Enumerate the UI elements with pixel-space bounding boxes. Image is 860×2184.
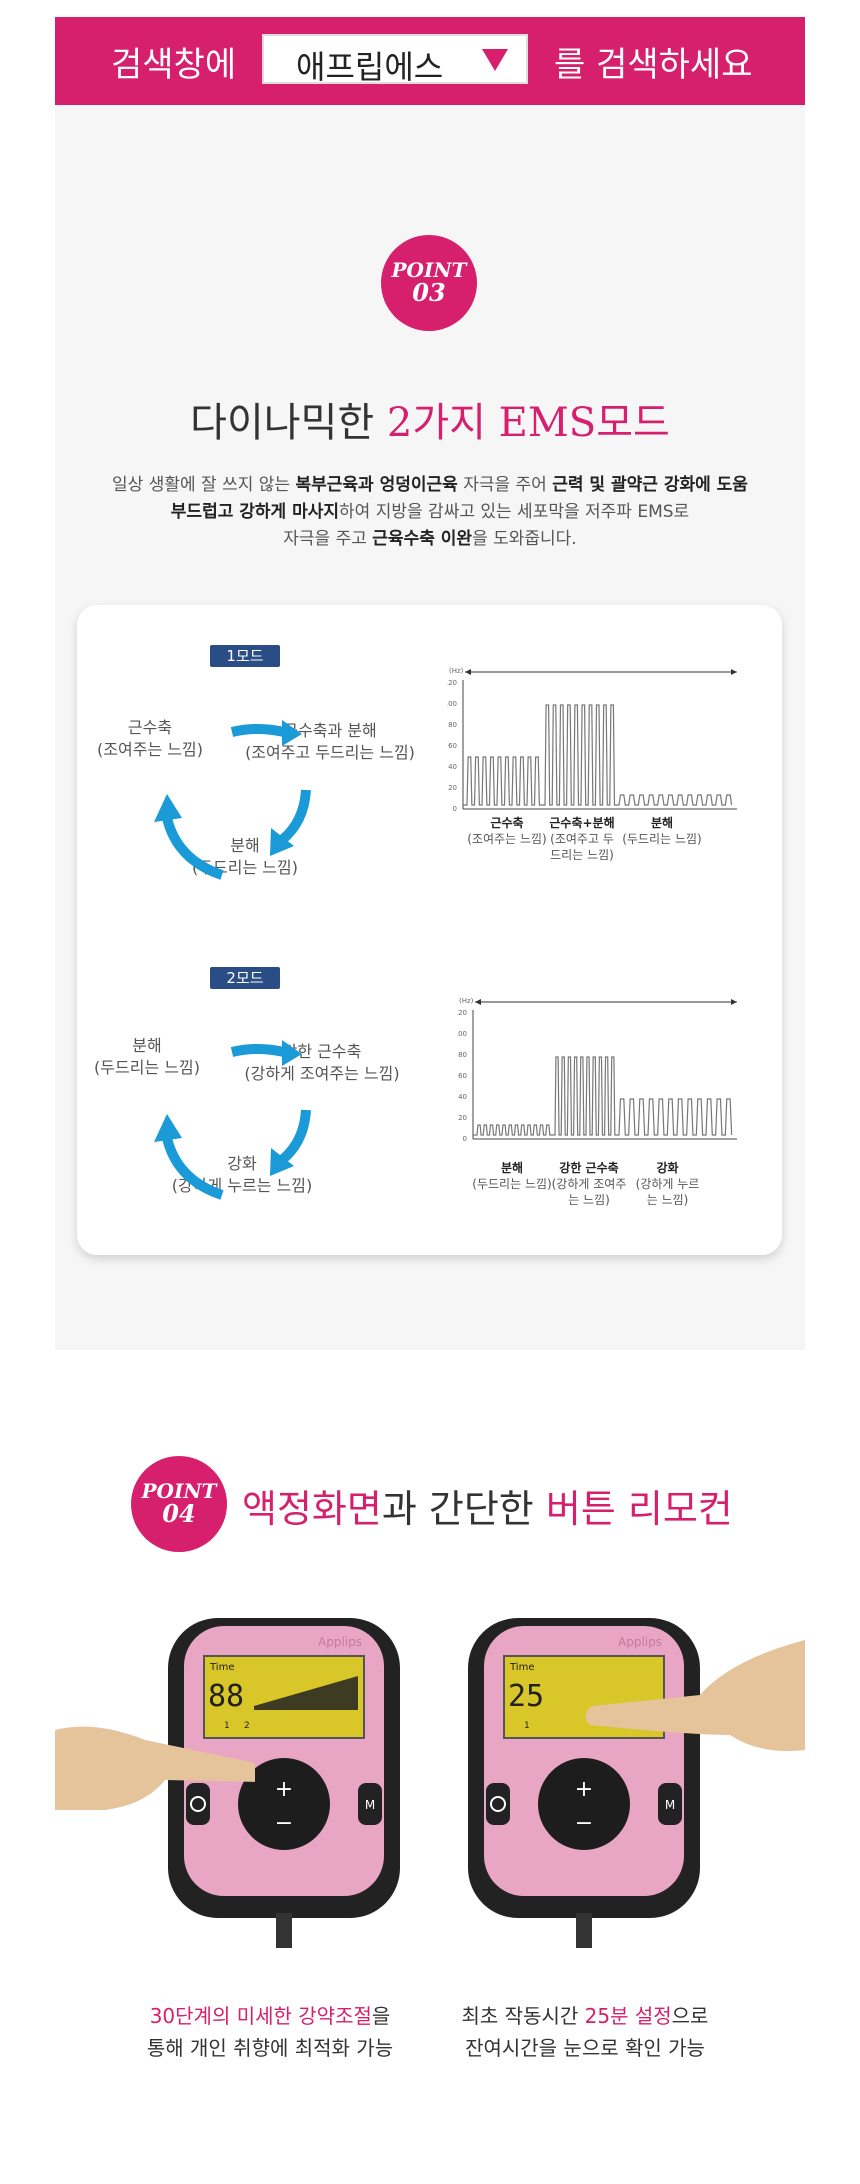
remote-left: Applips Time 88 1 2 + − M xyxy=(168,1618,400,1948)
point03-title: 다이나믹한 2가지 EMS모드 xyxy=(0,390,860,448)
mode1-graph-label-1: 근수축 (조여주는 느낌) xyxy=(467,816,547,846)
desc-line-2: 부드럽고 강하게 마사지하여 지방을 감싸고 있는 세포막을 저주파 EMS로 xyxy=(170,502,690,522)
brand-text: Applips xyxy=(618,1635,662,1649)
caption-left: 30단계의 미세한 강약조절을 통해 개인 취향에 최적화 가능 xyxy=(146,2004,394,2060)
mode2-cycle-2: 강한 근수축 (강하게 조여주는 느낌) xyxy=(244,1042,400,1083)
ems-mode-card: 1모드 근수축 (조여주는 느낌) 근수축과 분해 (조여주고 두드리는 느낌) 분… xyxy=(77,605,782,1255)
graph-unit: (Hz) xyxy=(459,997,474,1005)
svg-text:20: 20 xyxy=(458,1114,467,1122)
hand-right xyxy=(585,1640,805,1751)
graph-unit: (Hz) xyxy=(449,667,464,675)
level-bar-icon xyxy=(254,1676,358,1710)
svg-text:100: 100 xyxy=(447,700,457,708)
mark-2: 2 xyxy=(244,1721,250,1731)
svg-text:80: 80 xyxy=(458,1051,467,1059)
mode2-cycle-arrows xyxy=(154,1040,311,1200)
plus-button: + xyxy=(275,1777,293,1802)
graph-y-ticks: 120 100 80 60 40 20 0 xyxy=(447,679,457,813)
screen-value: 88 xyxy=(208,1679,244,1714)
mark-1: 1 xyxy=(524,1721,530,1731)
mode2-graph-label-2: 강한 근수축 (강하게 조여주는 느낌) xyxy=(551,1161,627,1207)
title-plain: 다이나믹한 xyxy=(190,400,375,446)
search-keyword-box[interactable]: 애프립에스 xyxy=(262,34,528,86)
mode2-label: 2모드 xyxy=(210,967,280,989)
search-keyword: 애프립에스 xyxy=(296,48,444,86)
minus-button: − xyxy=(275,1811,293,1836)
desc-line-1: 일상 생활에 잘 쓰지 않는 복부근육과 엉덩이근육 자극을 주어 근력 및 괄… xyxy=(112,475,748,495)
svg-text:100: 100 xyxy=(457,1030,467,1038)
svg-text:80: 80 xyxy=(448,721,457,729)
power-button xyxy=(486,1783,510,1825)
svg-text:120: 120 xyxy=(457,1009,467,1017)
banner-prefix: 검색창에 xyxy=(111,45,237,85)
svg-text:0: 0 xyxy=(453,805,457,813)
mode-button-text: M xyxy=(365,1798,375,1812)
point04-badge: POINT 04 xyxy=(131,1456,227,1552)
remote-right: Applips Time 25 1 + − M xyxy=(468,1618,700,1948)
mode-button-text: M xyxy=(665,1798,675,1812)
cable xyxy=(576,1913,592,1948)
svg-text:60: 60 xyxy=(448,742,457,750)
mode-button xyxy=(358,1783,382,1825)
mode1-cycle-arrows xyxy=(154,720,311,880)
graph-y-ticks: 120 100 80 60 40 20 0 xyxy=(457,1009,467,1143)
screen-value: 25 xyxy=(508,1679,544,1714)
mode2-cycle-1: 분해 (두드리는 느낌) xyxy=(94,1036,200,1077)
mode1-label: 1모드 xyxy=(210,645,280,667)
banner-suffix: 를 검색하세요 xyxy=(554,45,753,85)
power-icon xyxy=(190,1796,206,1812)
dial-button[interactable] xyxy=(238,1758,330,1850)
minus-button: − xyxy=(575,1811,593,1836)
mode1-cycle-2: 근수축과 분해 (조여주고 두드리는 느낌) xyxy=(245,721,415,762)
caption-right: 최초 작동시간 25분 설정으로 잔여시간을 눈으로 확인 가능 xyxy=(461,2004,709,2060)
desc-line-3: 자극을 주고 근육수축 이완을 도와줍니다. xyxy=(283,529,577,549)
svg-text:40: 40 xyxy=(448,763,457,771)
dropdown-arrow-icon xyxy=(482,49,508,71)
brand-text: Applips xyxy=(318,1635,362,1649)
power-button xyxy=(186,1783,210,1825)
point04-title: 액정화면과 간단한 버튼 리모컨 xyxy=(242,1487,733,1531)
badge-number: 04 xyxy=(162,1499,196,1528)
screen-label: Time xyxy=(509,1662,534,1673)
mode2-graph-label-3: 강화 (강하게 누르는 느낌) xyxy=(635,1161,700,1207)
mode1-graph-label-2: 근수축+분해 (조여주고 두드리는 느낌) xyxy=(549,816,615,862)
svg-text:20: 20 xyxy=(448,784,457,792)
search-banner: 검색창에 애프립에스 를 검색하세요 xyxy=(55,17,805,105)
badge-number: 03 xyxy=(412,278,446,307)
mode1-cycle-1: 근수축 (조여주는 느낌) xyxy=(97,718,203,759)
badge-top-text: POINT xyxy=(391,258,467,282)
mode2-graph-label-1: 분해 (두드리는 느낌) xyxy=(472,1161,552,1191)
svg-text:40: 40 xyxy=(458,1093,467,1101)
hand-left xyxy=(55,1726,255,1810)
power-icon xyxy=(490,1796,506,1812)
badge-top-text: POINT xyxy=(141,1479,217,1503)
dial-button[interactable] xyxy=(538,1758,630,1850)
svg-text:60: 60 xyxy=(458,1072,467,1080)
svg-text:0: 0 xyxy=(463,1135,467,1143)
cable xyxy=(276,1913,292,1948)
mode1-graph-label-3: 분해 (두드리는 느낌) xyxy=(622,816,702,846)
mark-1: 1 xyxy=(224,1721,230,1731)
point03-badge: POINT 03 xyxy=(381,235,477,331)
plus-button: + xyxy=(575,1777,593,1802)
title-highlight: 2가지 EMS모드 xyxy=(386,400,670,446)
mode-button xyxy=(658,1783,682,1825)
mode2-frequency-graph: (Hz) 120 100 80 60 40 20 0 xyxy=(457,997,737,1143)
screen-label: Time xyxy=(209,1662,234,1673)
svg-text:120: 120 xyxy=(447,679,457,687)
mode1-frequency-graph: (Hz) 120 100 80 60 40 20 0 xyxy=(447,667,737,813)
point03-description: 일상 생활에 잘 쓰지 않는 복부근육과 엉덩이근육 자극을 주어 근력 및 괄… xyxy=(0,472,860,553)
